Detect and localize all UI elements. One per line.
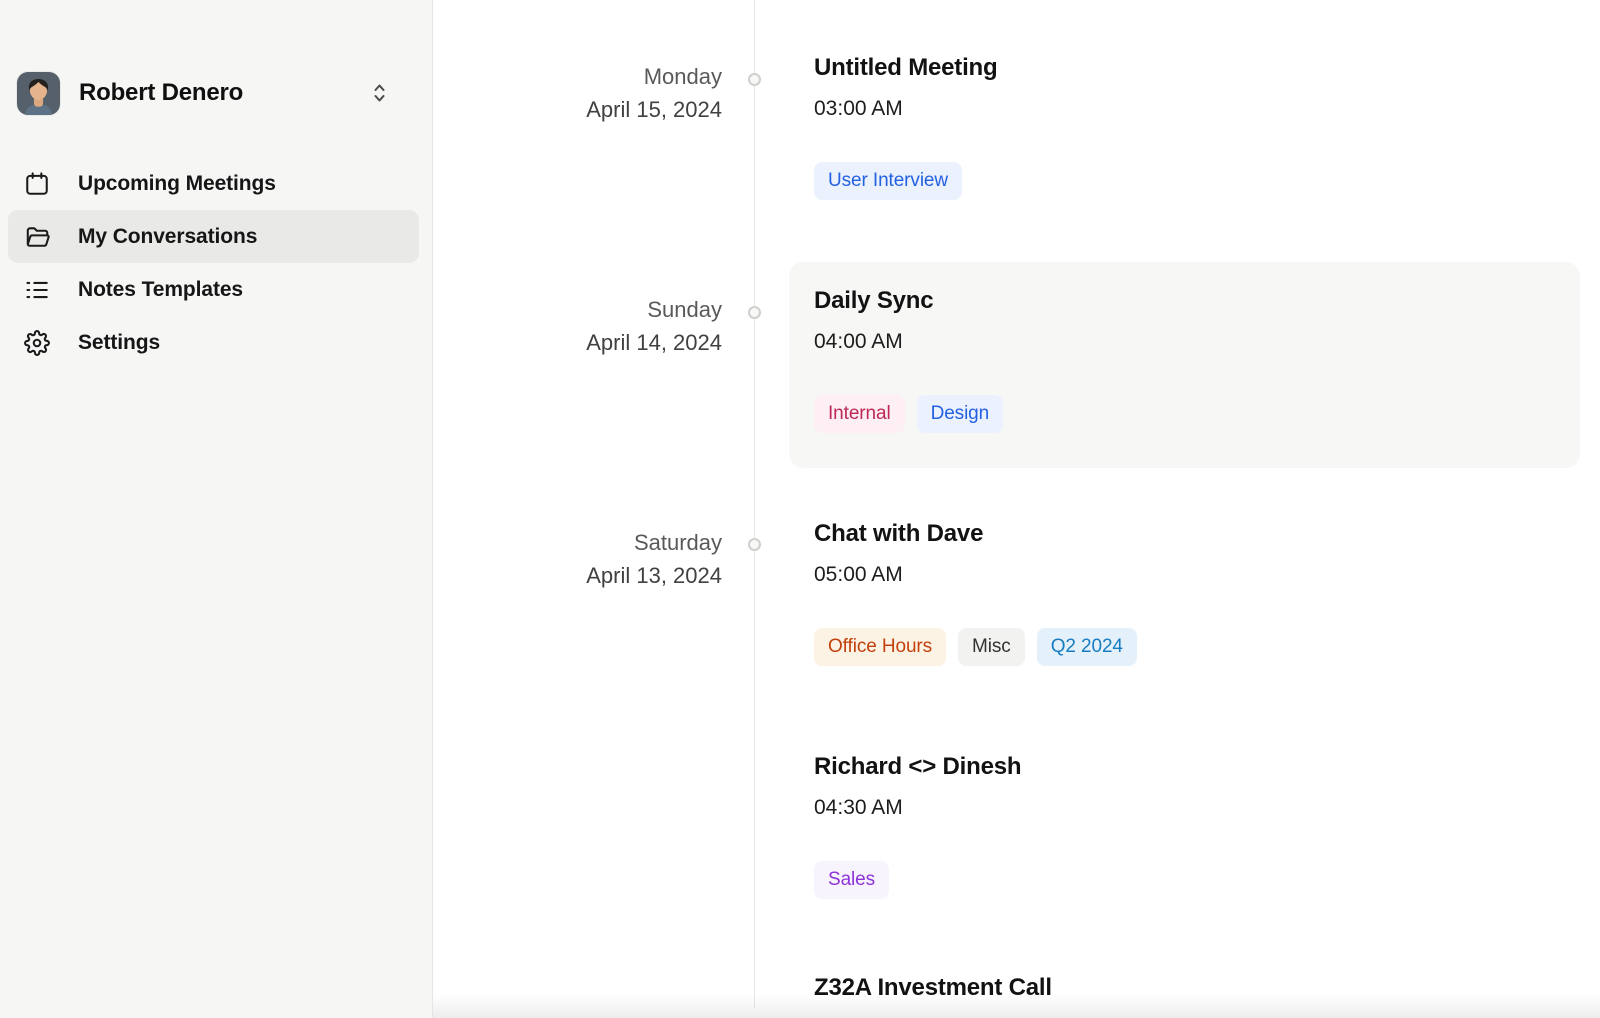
- user-name: Robert Denero: [79, 79, 244, 106]
- sidebar-item-label: Settings: [78, 330, 161, 354]
- timeline-date: April 15, 2024: [586, 97, 722, 122]
- meeting-item-richard-dinesh[interactable]: Richard <> Dinesh 04:30 AM Sales: [814, 751, 1022, 899]
- sidebar: Robert Denero Upcoming Meetings My Conver…: [0, 0, 433, 1018]
- meeting-title: Richard <> Dinesh: [814, 753, 1022, 780]
- meeting-item-daily-sync[interactable]: Daily Sync 04:00 AM Internal Design: [814, 285, 1004, 433]
- tag-sales[interactable]: Sales: [814, 861, 890, 899]
- tag-office-hours[interactable]: Office Hours: [814, 628, 947, 666]
- sidebar-item-my-conversations[interactable]: My Conversations: [8, 210, 419, 263]
- timeline-day: Sunday: [647, 297, 722, 322]
- calendar-icon: [24, 171, 50, 197]
- meeting-title: Untitled Meeting: [814, 54, 998, 81]
- meeting-title: Daily Sync: [814, 287, 934, 314]
- sidebar-item-settings[interactable]: Settings: [8, 316, 419, 369]
- sidebar-item-label: My Conversations: [78, 224, 258, 248]
- timeline-dot: [748, 538, 761, 551]
- sidebar-item-label: Upcoming Meetings: [78, 171, 276, 195]
- timeline-dot: [748, 73, 761, 86]
- meeting-time: 03:00 AM: [814, 97, 903, 120]
- meeting-card-highlight[interactable]: [789, 262, 1580, 468]
- meeting-time: 04:00 AM: [814, 330, 903, 353]
- timeline-day: Monday: [643, 64, 722, 89]
- timeline-day: Saturday: [633, 530, 722, 555]
- chevron-updown-icon[interactable]: [371, 80, 388, 106]
- meeting-time: 04:30 AM: [814, 796, 903, 819]
- timeline-date: April 14, 2024: [586, 330, 722, 355]
- meeting-title: Z32A Investment Call: [814, 974, 1052, 1001]
- sidebar-item-upcoming-meetings[interactable]: Upcoming Meetings: [8, 157, 419, 210]
- folder-icon: [24, 224, 50, 250]
- timeline-date-label: Saturday April 13, 2024: [433, 526, 722, 592]
- timeline-main: Monday April 15, 2024 Untitled Meeting 03:0…: [433, 0, 1600, 1018]
- sidebar-nav: Upcoming Meetings My Conversations Notes T…: [8, 157, 419, 369]
- tag-misc[interactable]: Misc: [958, 628, 1025, 666]
- timeline-date-label: Monday April 15, 2024: [433, 60, 722, 126]
- meeting-item-chat-with-dave[interactable]: Chat with Dave 05:00 AM Office Hours Misc Q2…: [814, 518, 1137, 666]
- list-icon: [24, 277, 50, 303]
- meeting-tags: Internal Design: [814, 395, 1004, 433]
- tag-user-interview[interactable]: User Interview: [814, 162, 963, 200]
- user-profile[interactable]: Robert Denero: [17, 71, 418, 115]
- meeting-item-untitled-meeting[interactable]: Untitled Meeting 03:00 AM User Interview: [814, 52, 998, 200]
- avatar: [17, 71, 60, 115]
- meeting-item-z32a-investment-call[interactable]: Z32A Investment Call: [814, 972, 1052, 1004]
- meeting-tags: User Interview: [814, 162, 997, 200]
- tag-internal[interactable]: Internal: [814, 395, 905, 433]
- timeline-line: [754, 0, 755, 1008]
- timeline-dot: [748, 306, 761, 319]
- meeting-title: Chat with Dave: [814, 520, 984, 547]
- meeting-tags: Office Hours Misc Q2 2024: [814, 628, 1137, 666]
- timeline-date-label: Sunday April 14, 2024: [433, 293, 722, 359]
- tag-q2-2024[interactable]: Q2 2024: [1036, 628, 1137, 666]
- meeting-tags: Sales: [814, 861, 1021, 899]
- tag-design[interactable]: Design: [916, 395, 1004, 433]
- sidebar-item-label: Notes Templates: [78, 277, 243, 301]
- timeline-date: April 13, 2024: [586, 563, 722, 588]
- sidebar-item-notes-templates[interactable]: Notes Templates: [8, 263, 419, 316]
- meeting-time: 05:00 AM: [814, 563, 903, 586]
- gear-icon: [24, 329, 50, 356]
